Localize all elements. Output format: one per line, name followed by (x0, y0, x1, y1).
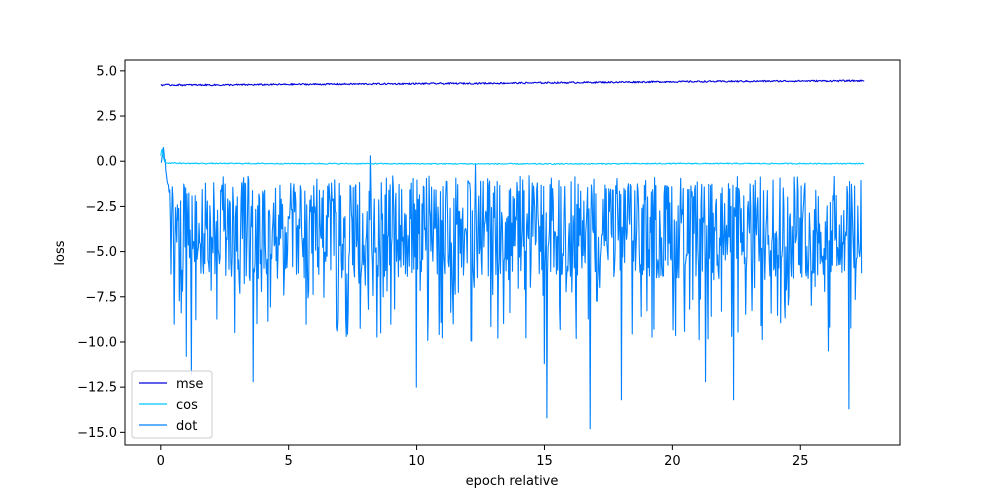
x-tick-label: 25 (792, 454, 809, 469)
legend-box (131, 370, 213, 439)
x-tick-label: 0 (157, 454, 165, 469)
y-tick-label: −12.5 (77, 381, 117, 396)
y-axis: 5.0 2.5 0.0 −2.5 −5.0 −7.5 −10.0 −12.5 −15.0 (77, 64, 125, 441)
x-axis: 0 5 10 15 20 25 (157, 445, 809, 469)
y-tick-label: −15.0 (77, 426, 117, 441)
y-tick-label: −2.5 (85, 200, 117, 215)
plot-frame (124, 59, 901, 446)
legend-label-cos: cos (176, 398, 198, 413)
y-tick-label: −5.0 (85, 245, 117, 260)
y-tick-label: 2.5 (96, 110, 117, 125)
x-axis-label: epoch relative (466, 474, 559, 489)
y-tick-label: 0.0 (96, 155, 117, 170)
series-line-cos (160, 148, 865, 165)
series-line-mse (160, 79, 865, 87)
legend-label-mse: mse (176, 377, 203, 392)
plot-lines (160, 79, 865, 430)
y-tick-label: −7.5 (85, 290, 117, 305)
x-tick-label: 5 (285, 454, 293, 469)
x-tick-label: 15 (536, 454, 553, 469)
legend: mse cos dot (131, 370, 213, 439)
x-tick-label: 20 (664, 454, 681, 469)
y-tick-label: 5.0 (96, 64, 117, 79)
series-line-dot (160, 147, 863, 430)
x-tick-label: 10 (408, 454, 425, 469)
y-tick-label: −10.0 (77, 335, 117, 350)
legend-label-dot: dot (176, 419, 197, 434)
y-axis-label: loss (53, 240, 68, 265)
